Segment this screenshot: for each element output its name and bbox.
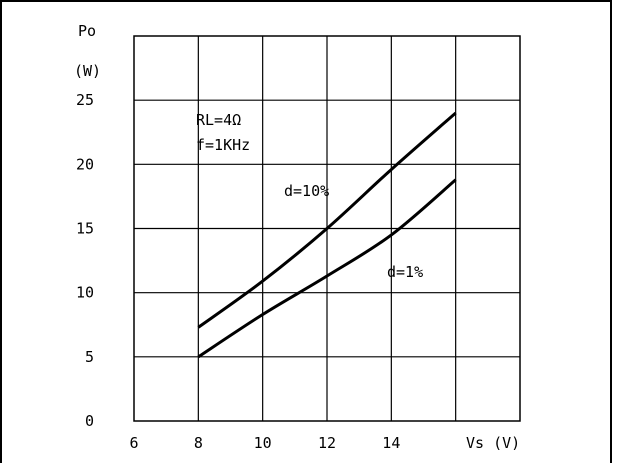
- series-label-d10: d=10%: [284, 182, 329, 200]
- y-tick-label: 15: [76, 220, 94, 238]
- series-line-d1: [197, 178, 457, 359]
- y-tick-label: 10: [76, 284, 94, 302]
- condition-f: f=1KHz: [196, 136, 250, 154]
- y-tick-label: 20: [76, 155, 94, 173]
- series-line-d10: [197, 111, 457, 329]
- y-tick-label: 5: [85, 348, 94, 366]
- series-label-d1: d=1%: [387, 263, 423, 281]
- chart-frame: [0, 0, 612, 463]
- label-layer: Po (W) Vs (V) RL=4Ω f=1KHz d=10% d=1% 6 8…: [74, 22, 520, 452]
- y-axis-label-unit: (W): [74, 62, 101, 80]
- x-tick-label: 8: [194, 434, 203, 452]
- x-tick-label: 6: [129, 434, 138, 452]
- y-axis-label-po: Po: [78, 22, 96, 40]
- x-tick-label: 12: [318, 434, 336, 452]
- condition-rl: RL=4Ω: [196, 111, 241, 129]
- x-axis-label: Vs (V): [466, 434, 520, 452]
- x-tick-label: 14: [382, 434, 400, 452]
- y-tick-label: 0: [85, 412, 94, 430]
- x-tick-label: 10: [254, 434, 272, 452]
- y-tick-label: 25: [76, 91, 94, 109]
- series-layer: [197, 111, 457, 359]
